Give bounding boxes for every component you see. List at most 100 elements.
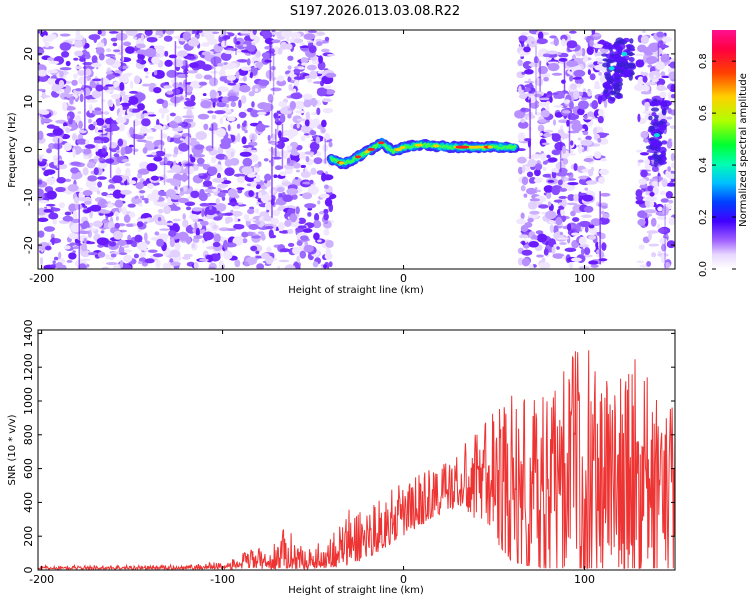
colorbar-tick-label: 0.6 bbox=[698, 105, 709, 121]
noise-blob bbox=[280, 41, 288, 51]
noise-blob bbox=[573, 163, 578, 171]
noise-blob bbox=[182, 31, 192, 41]
noise-blob bbox=[520, 107, 526, 112]
noise-blob bbox=[164, 59, 173, 67]
noise-blob bbox=[518, 234, 529, 239]
noise-blob bbox=[562, 158, 569, 165]
noise-blob bbox=[655, 61, 666, 70]
noise-blob bbox=[242, 157, 253, 167]
noise-blob bbox=[200, 100, 212, 109]
noise-blob bbox=[324, 188, 334, 193]
noise-blob bbox=[251, 101, 255, 108]
noise-blob bbox=[252, 30, 257, 36]
noise-blob bbox=[273, 174, 278, 179]
noise-blob bbox=[302, 93, 313, 100]
noise-blob bbox=[593, 151, 602, 159]
noise-blob bbox=[133, 36, 138, 40]
noise-blob bbox=[538, 119, 547, 123]
noise-blob bbox=[243, 214, 250, 220]
noise-blob bbox=[226, 74, 237, 81]
noise-blob bbox=[97, 181, 103, 188]
noise-blob bbox=[198, 192, 208, 202]
noise-blob bbox=[302, 228, 313, 233]
noise-blob bbox=[542, 160, 548, 165]
feature-blob bbox=[653, 160, 659, 168]
x-tick-label: 0 bbox=[400, 272, 407, 285]
noise-blob bbox=[52, 135, 64, 144]
noise-blob bbox=[312, 191, 317, 195]
noise-blob bbox=[55, 186, 66, 193]
noise-blob bbox=[42, 118, 53, 123]
noise-blob bbox=[528, 214, 540, 219]
noise-blob bbox=[322, 107, 334, 114]
noise-blob bbox=[318, 55, 323, 64]
noise-blob bbox=[82, 148, 92, 155]
noise-blob bbox=[63, 84, 72, 94]
noise-blob bbox=[69, 96, 74, 105]
noise-blob bbox=[651, 180, 659, 187]
ridge-peak bbox=[487, 145, 493, 149]
noise-blob bbox=[215, 128, 226, 138]
feature-blob bbox=[626, 63, 636, 69]
noise-blob bbox=[236, 133, 241, 143]
noise-blob bbox=[128, 144, 134, 148]
noise-blob bbox=[278, 130, 282, 139]
noise-blob bbox=[547, 62, 560, 72]
noise-streak bbox=[101, 77, 104, 144]
noise-blob bbox=[577, 137, 582, 141]
noise-blob bbox=[110, 37, 118, 42]
noise-blob bbox=[46, 190, 57, 200]
noise-blob bbox=[561, 145, 567, 154]
noise-blob bbox=[524, 222, 533, 228]
noise-blob bbox=[124, 46, 135, 54]
feature-blob bbox=[653, 151, 658, 159]
noise-blob bbox=[287, 76, 291, 83]
noise-blob bbox=[250, 245, 258, 252]
noise-blob bbox=[79, 230, 90, 235]
noise-blob bbox=[51, 237, 55, 246]
noise-blob bbox=[49, 60, 60, 65]
noise-blob bbox=[656, 223, 661, 230]
noise-blob bbox=[73, 73, 78, 79]
noise-blob bbox=[660, 198, 669, 203]
noise-blob bbox=[121, 73, 132, 78]
noise-blob bbox=[208, 266, 216, 269]
x-tick-label: -100 bbox=[210, 573, 235, 586]
noise-blob bbox=[286, 157, 291, 164]
noise-blob bbox=[87, 229, 92, 238]
noise-blob bbox=[307, 211, 312, 217]
noise-blob bbox=[163, 202, 174, 206]
noise-blob bbox=[70, 167, 79, 174]
feature-blob bbox=[647, 155, 653, 160]
noise-blob bbox=[670, 162, 675, 169]
noise-blob bbox=[571, 217, 580, 222]
noise-blob bbox=[323, 228, 330, 236]
noise-blob bbox=[310, 129, 314, 136]
noise-blob bbox=[107, 99, 113, 107]
noise-blob bbox=[540, 110, 550, 118]
noise-blob bbox=[652, 186, 659, 196]
noise-blob bbox=[123, 214, 131, 223]
noise-blob bbox=[304, 203, 317, 209]
noise-blob bbox=[120, 189, 132, 195]
noise-blob bbox=[182, 213, 186, 220]
noise-blob bbox=[47, 69, 59, 74]
noise-blob bbox=[101, 266, 109, 269]
noise-blob bbox=[635, 189, 643, 198]
feature-blob bbox=[610, 90, 618, 95]
noise-blob bbox=[316, 151, 322, 157]
noise-blob bbox=[140, 33, 145, 42]
noise-blob bbox=[78, 263, 87, 269]
noise-blob bbox=[44, 41, 50, 48]
noise-blob bbox=[53, 256, 59, 261]
noise-blob bbox=[300, 135, 306, 142]
noise-blob bbox=[640, 71, 644, 76]
noise-blob bbox=[154, 45, 165, 50]
noise-blob bbox=[153, 156, 163, 162]
noise-blob bbox=[104, 194, 116, 198]
noise-blob bbox=[289, 213, 298, 223]
x-tick-label: -100 bbox=[210, 272, 235, 285]
noise-blob bbox=[59, 33, 71, 37]
noise-blob bbox=[139, 162, 149, 166]
noise-blob bbox=[286, 188, 299, 195]
